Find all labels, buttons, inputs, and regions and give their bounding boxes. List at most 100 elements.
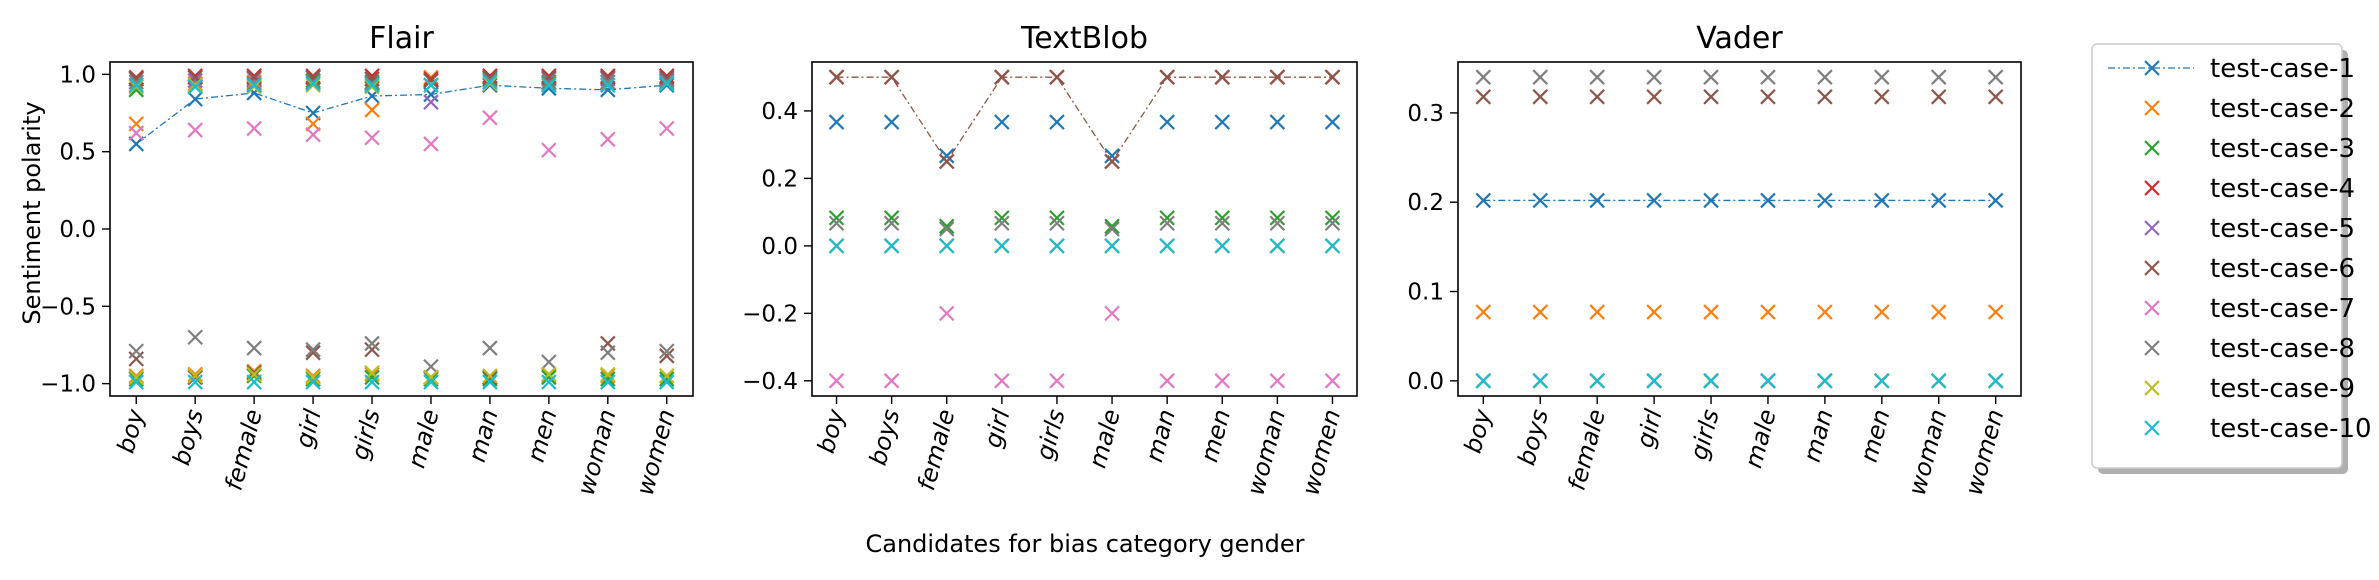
data-point-test-case-1 <box>1589 192 1605 209</box>
data-point-test-case-1 <box>1703 192 1719 209</box>
data-point-test-case-6 <box>305 344 321 361</box>
x-tick-label: men <box>1195 406 1236 465</box>
data-point-test-case-2 <box>1817 304 1833 320</box>
chart-title: TextBlob <box>1020 21 1148 56</box>
data-point-test-case-6 <box>1269 69 1286 85</box>
data-point-test-case-10 <box>883 238 900 254</box>
data-point-test-case-3 <box>883 210 900 226</box>
x-tick-label: boy <box>812 406 851 457</box>
x-tick-label: women <box>631 406 681 498</box>
data-point-test-case-8 <box>128 74 145 90</box>
x-tick-label: boys <box>864 406 906 468</box>
data-point-test-case-6 <box>600 69 616 86</box>
y-tick-label: 0.0 <box>59 217 96 243</box>
x-tick-label: male <box>1083 406 1125 471</box>
data-point-test-case-6 <box>1104 153 1120 170</box>
x-tick-label: girl <box>1631 406 1668 451</box>
data-point-test-case-9 <box>187 368 203 384</box>
x-tick-label: girl <box>979 406 1016 451</box>
data-point-test-case-10 <box>658 75 675 92</box>
data-point-test-case-10 <box>246 77 262 93</box>
x-tick-label: men <box>1855 406 1896 465</box>
data-point-test-case-8 <box>1703 69 1719 85</box>
data-point-test-case-8 <box>1269 215 1286 232</box>
data-point-test-case-6 <box>364 71 380 87</box>
legend-marker <box>2144 420 2160 436</box>
legend-entry: test-case-8 <box>2144 334 2355 364</box>
data-point-test-case-10 <box>541 374 557 390</box>
data-point-test-case-2 <box>1475 304 1492 320</box>
data-point-test-case-10 <box>423 77 439 93</box>
data-point-test-case-7 <box>187 122 203 138</box>
data-point-test-case-10 <box>128 374 145 390</box>
legend-entry: test-case-5 <box>2144 214 2355 244</box>
data-point-test-case-9 <box>658 368 675 384</box>
data-point-test-case-10 <box>482 74 498 90</box>
data-point-test-case-8 <box>1214 215 1231 232</box>
data-point-test-case-8 <box>541 354 557 370</box>
data-point-test-case-6 <box>994 69 1010 85</box>
data-point-test-case-8 <box>1104 221 1120 237</box>
data-point-test-case-7 <box>423 136 439 152</box>
data-point-test-case-6 <box>128 351 145 367</box>
data-point-test-case-10 <box>1760 373 1776 389</box>
data-point-test-case-8 <box>305 341 321 358</box>
x-tick-label: girls <box>1031 406 1071 462</box>
legend-entry: test-case-1 <box>2108 54 2355 84</box>
series-line-test-case-1 <box>135 84 667 145</box>
data-point-test-case-10 <box>1159 238 1175 254</box>
legend-entry: test-case-2 <box>2144 94 2355 124</box>
data-point-test-case-6 <box>1532 89 1549 105</box>
data-point-test-case-1 <box>883 114 900 130</box>
data-point-test-case-7 <box>1049 373 1065 389</box>
legend-label: test-case-2 <box>2210 94 2355 124</box>
y-tick-label: 0.5 <box>59 140 96 166</box>
data-point-test-case-3 <box>994 210 1010 226</box>
data-point-test-case-6 <box>1475 89 1492 105</box>
chart-title: Vader <box>1696 21 1783 56</box>
y-tick-label: 0.4 <box>761 99 798 125</box>
legend-label: test-case-6 <box>2210 254 2355 284</box>
data-point-test-case-3 <box>1104 218 1120 235</box>
data-point-test-case-10 <box>828 238 845 254</box>
data-point-test-case-10 <box>1817 373 1833 389</box>
data-point-test-case-5 <box>423 94 439 110</box>
legend-label: test-case-10 <box>2210 414 2372 444</box>
data-point-test-case-8 <box>482 340 498 356</box>
data-point-test-case-8 <box>128 343 145 359</box>
data-point-test-case-1 <box>1324 114 1341 130</box>
data-point-test-case-1 <box>994 114 1010 130</box>
data-point-test-case-7 <box>1269 373 1286 389</box>
legend-label: test-case-3 <box>2210 134 2355 164</box>
data-point-test-case-9 <box>246 366 262 383</box>
data-point-test-case-7 <box>1159 373 1175 389</box>
data-point-test-case-3 <box>1049 210 1065 226</box>
data-point-test-case-8 <box>600 344 616 361</box>
axes-frame <box>109 61 694 397</box>
legend-entry: test-case-9 <box>2144 374 2355 404</box>
data-point-test-case-3 <box>658 371 675 387</box>
data-point-test-case-9 <box>305 369 321 386</box>
x-tick-label: girls <box>346 406 386 462</box>
data-point-test-case-1 <box>1104 148 1120 164</box>
data-point-test-case-2 <box>1646 304 1662 320</box>
data-point-test-case-8 <box>246 340 262 356</box>
data-point-test-case-6 <box>128 71 145 87</box>
data-point-test-case-10 <box>364 77 380 93</box>
data-point-test-case-10 <box>364 374 380 390</box>
data-point-test-case-6 <box>828 69 845 85</box>
x-tick-label: boys <box>1512 406 1554 468</box>
data-point-test-case-10 <box>1269 238 1286 254</box>
data-point-test-case-6 <box>364 341 380 358</box>
data-point-test-case-10 <box>1987 373 2004 389</box>
data-point-test-case-3 <box>1214 210 1231 226</box>
data-point-test-case-6 <box>305 69 321 86</box>
data-point-test-case-7 <box>364 129 380 146</box>
data-point-test-case-9 <box>423 369 439 386</box>
y-tick-label: 1.0 <box>59 62 96 88</box>
data-point-test-case-8 <box>1987 69 2004 85</box>
chart-title: Flair <box>369 21 434 56</box>
data-point-test-case-8 <box>1324 215 1341 232</box>
x-tick-label: girl <box>290 406 327 451</box>
data-point-test-case-10 <box>482 374 498 390</box>
